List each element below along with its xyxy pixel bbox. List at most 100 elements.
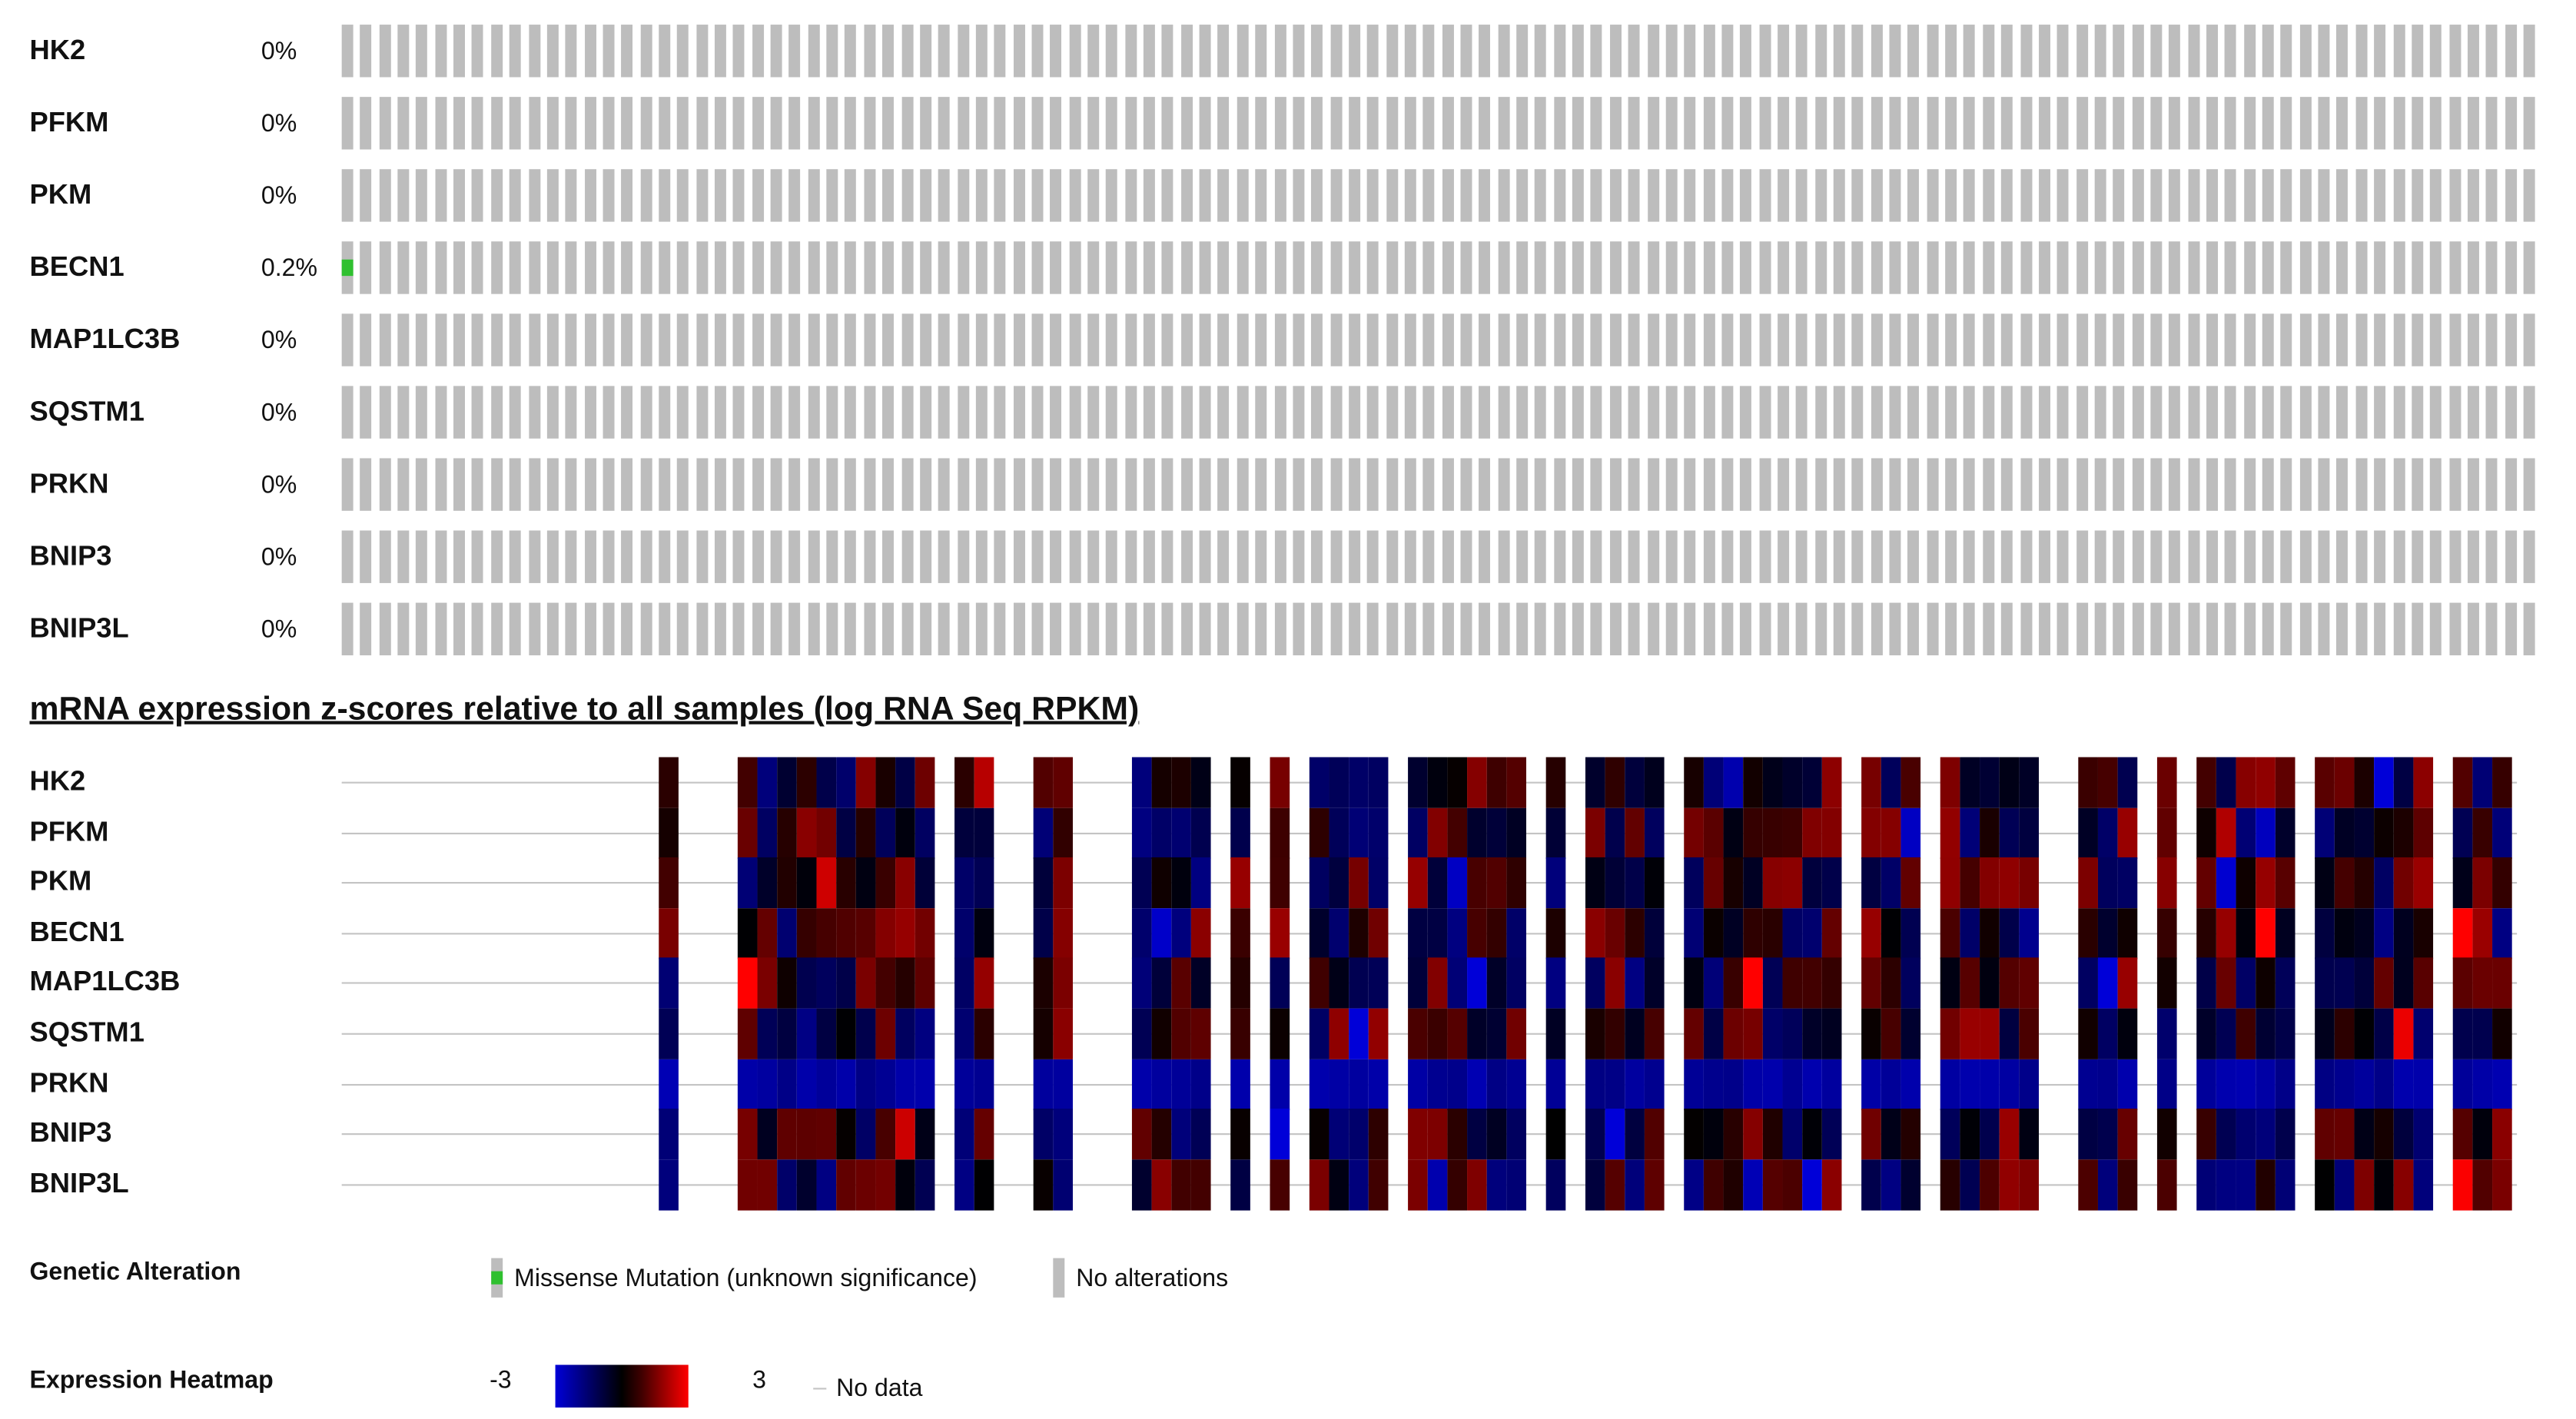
heatmap-cell[interactable] bbox=[1309, 958, 1329, 1010]
heatmap-cell[interactable] bbox=[895, 857, 915, 909]
sample-cell[interactable] bbox=[1311, 241, 1323, 294]
sample-cell[interactable] bbox=[1609, 97, 1622, 150]
sample-cell[interactable] bbox=[1479, 241, 1491, 294]
heatmap-cell[interactable] bbox=[875, 857, 896, 909]
sample-cell[interactable] bbox=[2430, 530, 2442, 583]
sample-cell[interactable] bbox=[2056, 169, 2069, 222]
sample-cell[interactable] bbox=[1833, 602, 1845, 655]
sample-cell[interactable] bbox=[2113, 97, 2125, 150]
sample-cell[interactable] bbox=[1255, 97, 1267, 150]
sample-cell[interactable] bbox=[603, 530, 615, 583]
sample-cell[interactable] bbox=[565, 530, 577, 583]
sample-cell[interactable] bbox=[528, 602, 540, 655]
heatmap-cell[interactable] bbox=[1270, 757, 1290, 808]
sample-cell[interactable] bbox=[397, 602, 410, 655]
sample-cell[interactable] bbox=[2448, 530, 2461, 583]
sample-cell[interactable] bbox=[1833, 241, 1845, 294]
sample-cell[interactable] bbox=[1684, 25, 1696, 78]
heatmap-cell[interactable] bbox=[2256, 807, 2276, 859]
sample-cell[interactable] bbox=[2076, 25, 2088, 78]
heatmap-cell[interactable] bbox=[1625, 1159, 1645, 1211]
heatmap-cell[interactable] bbox=[1782, 907, 1803, 960]
heatmap-cell[interactable] bbox=[1349, 1059, 1369, 1110]
heatmap-cell[interactable] bbox=[1881, 757, 1901, 808]
heatmap-cell[interactable] bbox=[2334, 857, 2355, 909]
heatmap-cell[interactable] bbox=[1999, 807, 2020, 859]
sample-cell[interactable] bbox=[1106, 25, 1118, 78]
sample-cell[interactable] bbox=[1647, 458, 1659, 511]
heatmap-cell[interactable] bbox=[915, 1159, 935, 1211]
heatmap-cell[interactable] bbox=[1033, 807, 1054, 859]
heatmap-cell[interactable] bbox=[1190, 1159, 1211, 1211]
sample-cell[interactable] bbox=[360, 602, 372, 655]
sample-cell[interactable] bbox=[1964, 386, 1976, 439]
sample-cell[interactable] bbox=[1124, 241, 1137, 294]
heatmap-cell[interactable] bbox=[954, 807, 974, 859]
sample-cell[interactable] bbox=[1609, 169, 1622, 222]
sample-cell[interactable] bbox=[379, 25, 391, 78]
sample-cell[interactable] bbox=[1348, 169, 1360, 222]
sample-cell[interactable] bbox=[1386, 602, 1398, 655]
heatmap-cell[interactable] bbox=[1033, 1159, 1054, 1211]
sample-cell[interactable] bbox=[864, 458, 876, 511]
heatmap-cell[interactable] bbox=[1329, 807, 1349, 859]
heatmap-cell[interactable] bbox=[1861, 958, 1881, 1010]
sample-cell[interactable] bbox=[1199, 25, 1211, 78]
heatmap-cell[interactable] bbox=[1506, 807, 1527, 859]
heatmap-cell[interactable] bbox=[2078, 1008, 2098, 1060]
heatmap-cell[interactable] bbox=[2374, 1109, 2394, 1160]
sample-cell[interactable] bbox=[919, 169, 931, 222]
heatmap-cell[interactable] bbox=[1743, 907, 1763, 960]
heatmap-cell[interactable] bbox=[1821, 1159, 1842, 1211]
sample-cell[interactable] bbox=[1031, 313, 1044, 366]
sample-cell[interactable] bbox=[1498, 313, 1509, 366]
sample-cell[interactable] bbox=[752, 169, 764, 222]
heatmap-cell[interactable] bbox=[1999, 1159, 2020, 1211]
sample-cell[interactable] bbox=[2411, 386, 2423, 439]
heatmap-cell[interactable] bbox=[2374, 958, 2394, 1010]
sample-cell[interactable] bbox=[1609, 602, 1622, 655]
sample-cell[interactable] bbox=[2113, 386, 2125, 439]
sample-cell[interactable] bbox=[453, 241, 466, 294]
sample-cell[interactable] bbox=[1404, 386, 1416, 439]
sample-cell[interactable] bbox=[2318, 602, 2330, 655]
heatmap-cell[interactable] bbox=[1782, 1109, 1803, 1160]
sample-cell[interactable] bbox=[882, 97, 895, 150]
heatmap-cell[interactable] bbox=[1408, 1059, 1428, 1110]
heatmap-cell[interactable] bbox=[836, 757, 856, 808]
heatmap-cell[interactable] bbox=[915, 857, 935, 909]
sample-cell[interactable] bbox=[1255, 313, 1267, 366]
heatmap-cell[interactable] bbox=[2196, 1008, 2216, 1060]
heatmap-cell[interactable] bbox=[1821, 1109, 1842, 1160]
heatmap-cell[interactable] bbox=[1743, 807, 1763, 859]
sample-cell[interactable] bbox=[1329, 169, 1342, 222]
sample-cell[interactable] bbox=[1553, 241, 1565, 294]
heatmap-cell[interactable] bbox=[1230, 1059, 1250, 1110]
sample-cell[interactable] bbox=[1702, 169, 1715, 222]
sample-cell[interactable] bbox=[788, 313, 801, 366]
heatmap-cell[interactable] bbox=[1980, 1059, 2000, 1110]
sample-cell[interactable] bbox=[1162, 313, 1174, 366]
heatmap-cell[interactable] bbox=[1467, 807, 1487, 859]
sample-cell[interactable] bbox=[397, 169, 410, 222]
sample-cell[interactable] bbox=[341, 602, 354, 655]
sample-cell[interactable] bbox=[2150, 313, 2163, 366]
sample-cell[interactable] bbox=[341, 458, 354, 511]
heatmap-cell[interactable] bbox=[2472, 1008, 2493, 1060]
heatmap-cell[interactable] bbox=[855, 807, 876, 859]
heatmap-cell[interactable] bbox=[1467, 1059, 1487, 1110]
heatmap-cell[interactable] bbox=[757, 757, 778, 808]
heatmap-cell[interactable] bbox=[1171, 1008, 1191, 1060]
sample-cell[interactable] bbox=[1945, 313, 1957, 366]
sample-cell[interactable] bbox=[2430, 602, 2442, 655]
sample-cell[interactable] bbox=[2336, 241, 2349, 294]
heatmap-cell[interactable] bbox=[1999, 1109, 2020, 1160]
sample-cell[interactable] bbox=[2206, 241, 2219, 294]
sample-cell[interactable] bbox=[1796, 602, 1808, 655]
sample-cell[interactable] bbox=[1106, 97, 1118, 150]
heatmap-cell[interactable] bbox=[1151, 1008, 1172, 1060]
sample-cell[interactable] bbox=[901, 25, 913, 78]
sample-cell[interactable] bbox=[2150, 458, 2163, 511]
sample-cell[interactable] bbox=[2374, 602, 2386, 655]
heatmap-cell[interactable] bbox=[1230, 907, 1250, 960]
